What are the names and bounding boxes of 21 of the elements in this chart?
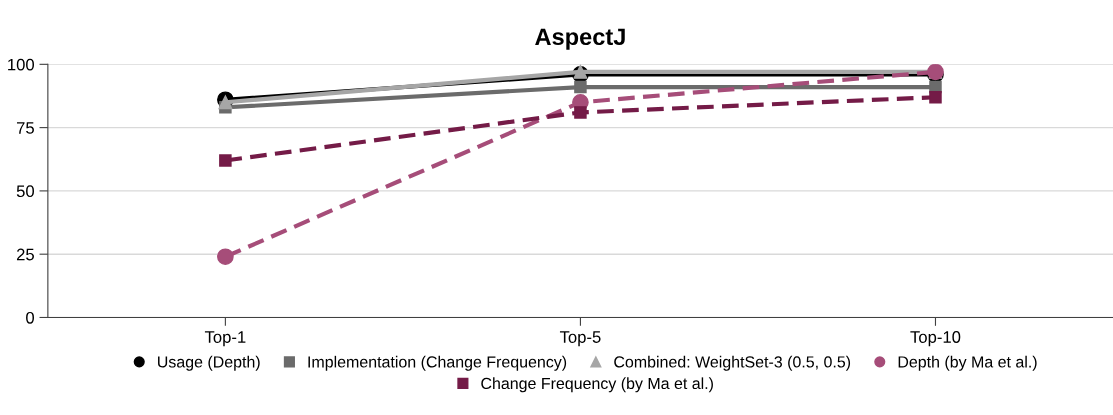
point — [218, 95, 233, 110]
chart-title: AspectJ — [535, 28, 625, 50]
point — [219, 154, 232, 167]
y-tick-label: 75 — [16, 122, 34, 134]
point — [574, 80, 587, 94]
point — [929, 90, 942, 104]
x-tick-label: Top-1 — [204, 331, 246, 347]
y-tick-label: 100 — [8, 58, 35, 71]
legend-label: Change Frequency (by Ma et al.) — [481, 377, 713, 393]
legend-label: Combined: WeightSet-3 (0.5, 0.5) — [614, 355, 851, 371]
x-tick-label: Top-5 — [559, 331, 601, 347]
y-tick-label: 50 — [16, 185, 35, 198]
x-tick-label: Top-10 — [910, 331, 961, 347]
point — [217, 248, 234, 266]
y-tick-label: 25 — [16, 248, 34, 261]
y-tick-label: 0 — [26, 311, 35, 324]
legend-label: Depth (by Ma et al.) — [898, 355, 1037, 371]
legend-label: Implementation (Change Frequency) — [308, 355, 567, 371]
point — [573, 64, 588, 79]
point — [574, 106, 587, 119]
legend-label: Usage (Depth) — [158, 355, 260, 371]
